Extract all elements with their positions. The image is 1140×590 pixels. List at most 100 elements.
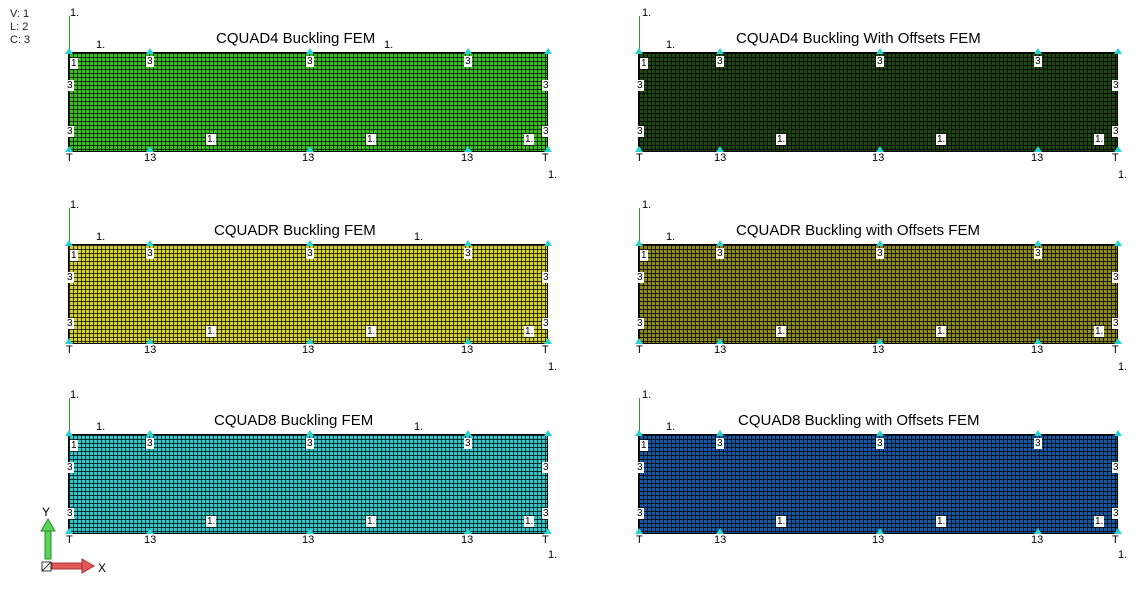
constraint-marker — [1034, 338, 1042, 344]
quad-mesh[interactable] — [638, 434, 1118, 534]
count-number: C: 3 — [10, 34, 31, 46]
boundary-tag-3: 3 — [716, 248, 724, 259]
constraint-marker — [65, 48, 73, 54]
boundary-tag-3: 3 — [1112, 272, 1120, 283]
quad-mesh[interactable] — [638, 244, 1118, 344]
boundary-tag-1: 1. — [366, 516, 377, 527]
constraint-marker — [716, 240, 724, 246]
constraint-marker — [635, 240, 643, 246]
boundary-tag-1: 1 — [640, 440, 648, 451]
fem-model-cquad8-offsets[interactable]: CQUAD8 Buckling with Offsets FEM 1. 1. 1… — [635, 390, 1127, 561]
boundary-tag-3: 3 — [716, 56, 724, 67]
constraint-marker — [1114, 240, 1122, 246]
constraint-marker — [146, 338, 154, 344]
node-label-1: 1. — [666, 39, 676, 51]
constraint-marker — [876, 146, 884, 152]
boundary-tag-3: 3 — [306, 438, 314, 449]
boundary-tag-1: 1 — [640, 58, 648, 69]
constraint-marker — [65, 528, 73, 534]
boundary-tag-1: 1. — [1094, 326, 1105, 337]
x-axis-arrow-shaft — [51, 562, 83, 570]
constraint-marker — [635, 146, 643, 152]
boundary-tag-3: 3 — [876, 248, 884, 259]
fem-model-cquadr-offsets[interactable]: CQUADR Buckling with Offsets FEM 1. 1. 1… — [635, 200, 1127, 373]
constraint-marker — [876, 430, 884, 436]
constraint-marker — [876, 48, 884, 54]
fem-model-cquad4-offsets[interactable]: CQUAD4 Buckling With Offsets FEM 1. 1. 1… — [635, 8, 1127, 181]
constraint-marker — [876, 528, 884, 534]
z-axis-box — [41, 561, 52, 572]
axis-label-1: 1. — [642, 199, 652, 211]
origin-axis-line — [639, 16, 640, 52]
boundary-tag-1: 1. — [524, 516, 535, 527]
x-axis-label: X — [98, 561, 107, 575]
boundary-tag-1: 1. — [936, 516, 947, 527]
constraint-marker — [544, 338, 552, 344]
axis-label-1: 1. — [642, 7, 652, 19]
constraint-marker — [146, 528, 154, 534]
node-label-1: 1. — [414, 421, 424, 433]
constraint-marker — [1114, 430, 1122, 436]
boundary-tag-1: 1. — [366, 326, 377, 337]
constraint-marker — [1114, 338, 1122, 344]
constraint-marker — [464, 48, 472, 54]
node-label-1: 1. — [548, 361, 558, 373]
boundary-tag-3: 3 — [1112, 508, 1120, 519]
node-label-1: 1. — [666, 231, 676, 243]
quad-mesh[interactable] — [68, 244, 548, 344]
node-label-1: 1. — [1118, 549, 1128, 561]
origin-axis-line — [69, 398, 70, 434]
boundary-tag-1: 1. — [1094, 134, 1105, 145]
boundary-tag-3: 3 — [306, 56, 314, 67]
constraint-marker — [65, 240, 73, 246]
constraint-marker — [1034, 528, 1042, 534]
constraint-marker — [306, 146, 314, 152]
boundary-tag-1: 1 — [70, 440, 78, 451]
origin-axis-line — [639, 398, 640, 434]
model-title: CQUADR Buckling FEM — [214, 222, 376, 239]
constraint-marker — [464, 430, 472, 436]
fem-model-cquadr[interactable]: CQUADR Buckling FEM 1. 1. 1. 1 3 3 3 3 3… — [65, 200, 557, 373]
constraint-marker — [544, 146, 552, 152]
constraint-marker — [306, 338, 314, 344]
boundary-tag-3: 3 — [146, 56, 154, 67]
triad-graphic — [40, 518, 95, 574]
constraint-marker — [464, 240, 472, 246]
quad-mesh[interactable] — [68, 434, 548, 534]
node-label-1: 1. — [548, 549, 558, 561]
y-axis-label: Y — [42, 505, 51, 519]
node-label-1: 1. — [1118, 361, 1128, 373]
node-label-13: 13 — [144, 344, 157, 356]
boundary-tag-3: 3 — [146, 438, 154, 449]
boundary-tag-1: 1. — [776, 516, 787, 527]
y-axis-arrow-head — [40, 518, 56, 532]
boundary-tag-3: 3 — [66, 126, 74, 137]
boundary-tag-3: 3 — [636, 318, 644, 329]
boundary-tag-3: 3 — [66, 80, 74, 91]
constraint-marker — [716, 48, 724, 54]
constraint-marker — [1114, 528, 1122, 534]
model-title: CQUAD4 Buckling With Offsets FEM — [736, 30, 981, 47]
boundary-tag-1: 1 — [640, 250, 648, 261]
node-label-13: 13 — [144, 534, 157, 546]
boundary-tag-3: 3 — [542, 462, 550, 473]
node-label-t: T — [636, 152, 643, 164]
quad-mesh[interactable] — [68, 52, 548, 152]
constraint-marker — [544, 528, 552, 534]
node-label-t: T — [636, 534, 643, 546]
boundary-tag-3: 3 — [876, 56, 884, 67]
fem-model-cquad8[interactable]: CQUAD8 Buckling FEM 1. 1. 1. 1 3 3 3 3 3… — [65, 390, 557, 561]
constraint-marker — [876, 240, 884, 246]
boundary-tag-1: 1. — [206, 134, 217, 145]
boundary-tag-3: 3 — [542, 126, 550, 137]
boundary-tag-1: 1 — [70, 58, 78, 69]
boundary-tag-3: 3 — [464, 438, 472, 449]
constraint-marker — [146, 146, 154, 152]
boundary-tag-3: 3 — [876, 438, 884, 449]
fem-model-cquad4[interactable]: CQUAD4 Buckling FEM 1. 1. 1. 1 3 3 3 3 3… — [65, 8, 557, 181]
node-label-t: T — [1112, 152, 1119, 164]
node-label-1: 1. — [1118, 169, 1128, 181]
quad-mesh[interactable] — [638, 52, 1118, 152]
boundary-tag-3: 3 — [636, 508, 644, 519]
